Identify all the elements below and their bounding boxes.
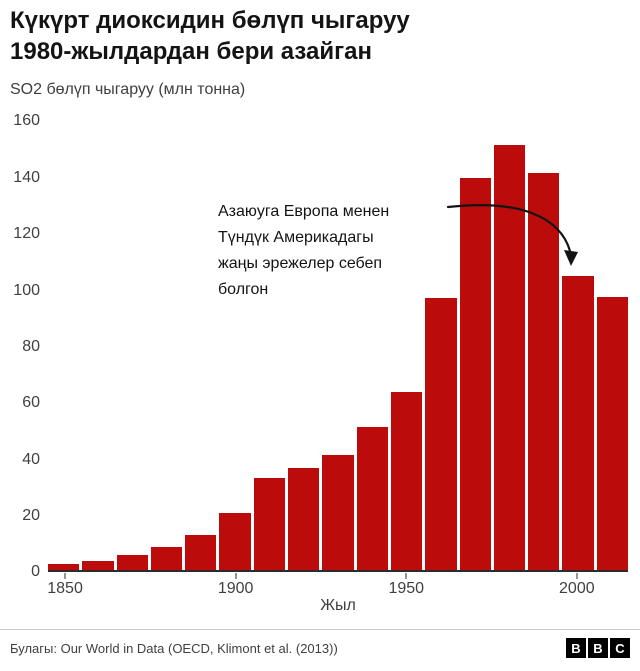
bbc-logo-block-1: B (566, 638, 586, 659)
y-tick-label-140: 140 (13, 168, 40, 186)
bar-1890 (185, 535, 217, 571)
y-tick-label-100: 100 (13, 281, 40, 299)
bar-1970 (459, 177, 491, 571)
y-tick-label-0: 0 (31, 563, 40, 581)
y-tick-label-20: 20 (22, 507, 40, 525)
bar-1860 (82, 560, 114, 571)
y-tick-label-40: 40 (22, 450, 40, 468)
bar-1980 (493, 145, 526, 571)
bar-1910 (253, 477, 286, 571)
x-tick-mark-2000 (576, 573, 578, 580)
y-tick-label-60: 60 (22, 394, 40, 412)
bar-chart: 0 20 40 60 80 100 120 140 160 1850 1900 1950 2000 Ж… (0, 103, 640, 617)
bbc-logo-block-3: C (610, 638, 630, 659)
page-title: Күкүрт диоксидин бөлүп чыгаруу 1980-жылд… (10, 7, 410, 65)
bar-1880 (150, 546, 183, 571)
x-tick-mark-1900 (235, 573, 237, 580)
x-axis-title: Жыл (320, 597, 356, 615)
x-tick-mark-1950 (405, 573, 407, 580)
bar-1870 (116, 555, 148, 571)
bar-2010 (596, 296, 629, 571)
chart-header: Күкүрт диоксидин бөлүп чыгаруу 1980-жылд… (0, 0, 640, 99)
x-tick-label-1950: 1950 (388, 580, 425, 598)
source-credit: Булагы: Our World in Data (OECD, Klimont… (10, 640, 338, 656)
bar-1920 (288, 468, 320, 571)
y-tick-label-80: 80 (22, 337, 40, 355)
y-tick-label-120: 120 (13, 225, 40, 243)
footer: Булагы: Our World in Data (OECD, Klimont… (0, 629, 640, 659)
bar-1900 (219, 512, 251, 571)
bar-1990 (528, 173, 560, 571)
bar-1950 (390, 392, 423, 571)
x-tick-label-2000: 2000 (559, 580, 595, 598)
y-tick-label-160: 160 (13, 112, 40, 130)
bar-2000 (562, 275, 594, 571)
y-axis-labels: 0 20 40 60 80 100 120 140 160 (0, 103, 40, 617)
plot-area (48, 121, 629, 573)
bbc-logo-block-2: B (588, 638, 608, 659)
bar-1930 (322, 455, 354, 571)
annotation-text: Азаюуга Европа менен Түндүк Америкадагы … (218, 203, 390, 299)
chart-subtitle: SO2 бөлүп чыгаруу (млн тонна) (10, 81, 246, 99)
x-tick-label-1850: 1850 (47, 580, 83, 598)
bar-1850 (48, 563, 80, 571)
x-axis-ticks: 1850 1900 1950 2000 (47, 573, 628, 603)
bar-1960 (425, 298, 457, 571)
x-tick-mark-1850 (64, 573, 66, 580)
x-tick-label-1900: 1900 (217, 580, 254, 598)
bar-1940 (356, 427, 388, 571)
